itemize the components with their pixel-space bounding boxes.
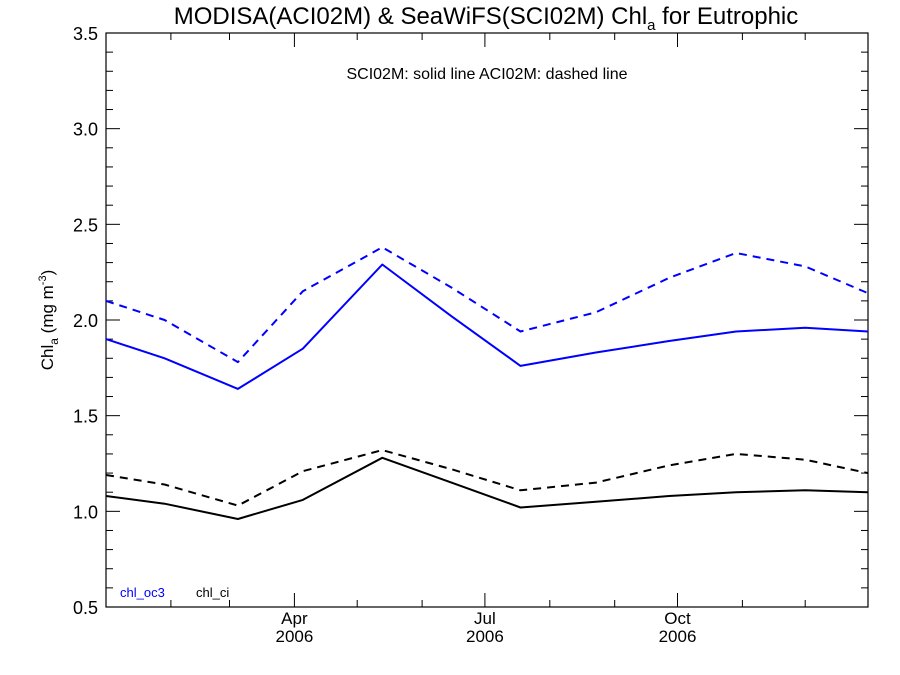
chart-title: MODISA(ACI02M) & SeaWiFS(SCI02M) Chla fo… (174, 3, 799, 34)
x-tick-label-month: Oct (664, 609, 691, 628)
x-tick-label-year: 2006 (659, 627, 697, 646)
legend-item-chl_oc3: chl_oc3 (120, 585, 165, 600)
series-line-chl_oc3-solid (105, 263, 869, 390)
series-line-chl_ci-dashed (105, 449, 869, 507)
x-tick-label-month: Apr (281, 609, 308, 628)
y-tick-label: 1.0 (73, 502, 98, 522)
legend: chl_oc3 chl_ci (120, 585, 229, 600)
y-tick-label: 1.5 (73, 407, 98, 427)
x-tick-label-year: 2006 (466, 627, 504, 646)
y-tick-label: 2.0 (73, 311, 98, 331)
series-line-chl_oc3-dashed (105, 246, 869, 364)
y-tick-label: 2.5 (73, 215, 98, 235)
series-lines (105, 246, 869, 520)
x-tick-label-month: Jul (474, 609, 496, 628)
y-tick-label: 3.0 (73, 120, 98, 140)
line-style-note: SCI02M: solid line ACI02M: dashed line (346, 66, 627, 83)
y-tick-label: 0.5 (73, 598, 98, 618)
series-line-chl_ci-solid (105, 456, 869, 520)
x-tick-label-year: 2006 (275, 627, 313, 646)
y-tick-label: 3.5 (73, 24, 98, 44)
plot-frame (105, 32, 869, 608)
y-axis-label: Chla (mg m-3) (37, 270, 61, 371)
legend-item-chl_ci: chl_ci (196, 585, 229, 600)
axis-ticks: 0.51.01.52.02.53.03.5Apr2006Jul2006Oct20… (73, 24, 868, 646)
